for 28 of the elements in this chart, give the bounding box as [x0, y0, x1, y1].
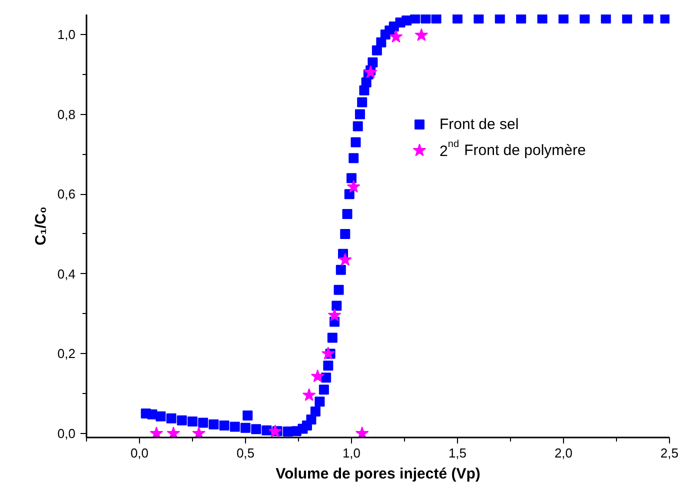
x-tick-label: 2,0 — [554, 446, 573, 460]
y-tick-label: 0,8 — [57, 106, 76, 122]
point — [414, 28, 428, 42]
x-tick-label: 0,0 — [130, 446, 149, 460]
x-axis-title: Volume de pores injecté (Vp) — [276, 466, 480, 482]
x-tick-label: 1,5 — [448, 446, 467, 460]
x-tick-label: 1,0 — [342, 446, 361, 460]
y-tick-label: 0,6 — [57, 186, 76, 202]
y-tick-label: 1,0 — [57, 26, 76, 42]
point — [322, 346, 335, 360]
point — [166, 426, 180, 438]
y-axis-title: C₁/C₀ — [32, 206, 50, 246]
point — [268, 424, 282, 438]
y-tick-label: 0,0 — [57, 426, 76, 442]
point — [346, 180, 360, 193]
point — [328, 308, 342, 322]
x-tick-label: 0,5 — [236, 446, 255, 460]
x-tick-label: 2,5 — [660, 446, 678, 460]
y-tick-label: 0,2 — [57, 346, 76, 362]
legend-label: Front de sel — [440, 116, 519, 133]
point — [192, 426, 206, 438]
point — [310, 369, 324, 382]
point — [150, 426, 164, 438]
point — [355, 426, 369, 438]
point — [302, 388, 316, 401]
y-tick-label: 0,4 — [57, 266, 76, 282]
point — [364, 65, 378, 78]
point — [389, 30, 403, 43]
